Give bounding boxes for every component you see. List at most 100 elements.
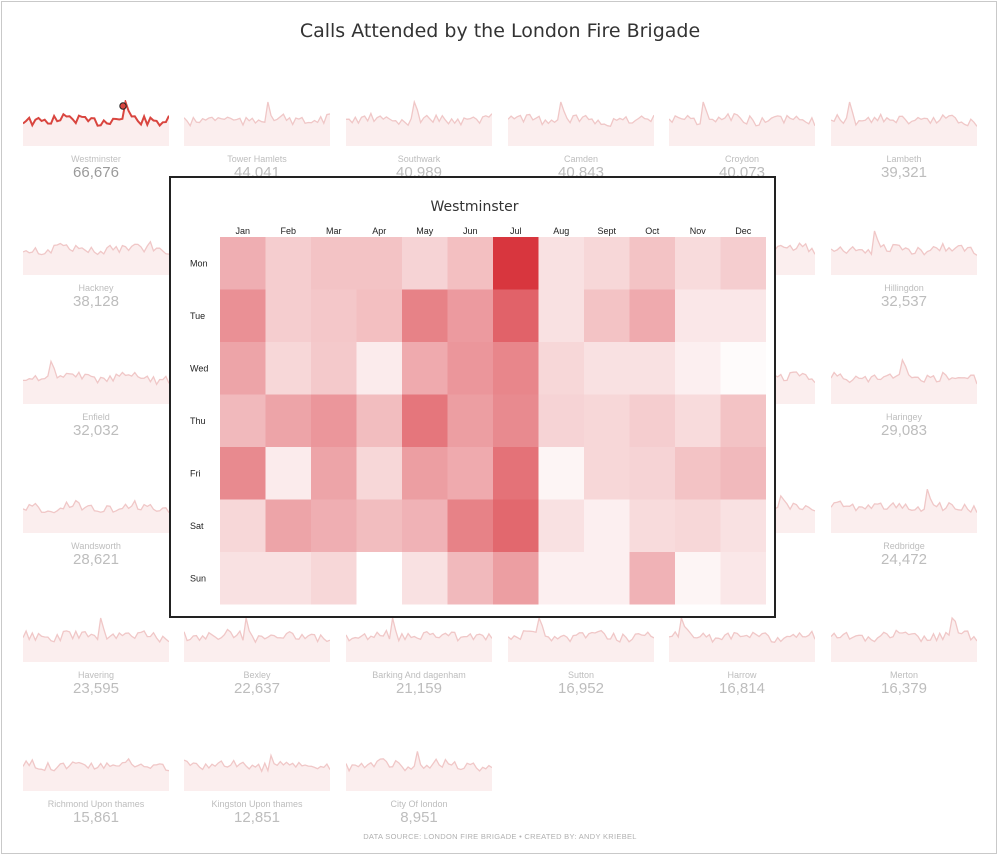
heatmap-cell — [220, 447, 266, 500]
heatmap-cell — [493, 552, 539, 605]
heatmap-column-label: Jan — [235, 226, 250, 236]
sparkline-area — [346, 751, 492, 791]
sparkline-line — [508, 616, 654, 643]
sparkline-cell[interactable]: Redbridge 24,472 — [831, 487, 977, 577]
sparkline-area — [346, 102, 492, 146]
heatmap-cell — [493, 447, 539, 500]
sparkline-area — [669, 618, 815, 662]
borough-name: Barking And dagenham — [372, 670, 466, 680]
sparkline-line — [831, 488, 977, 514]
heatmap-cell — [584, 499, 630, 552]
heatmap-cell — [584, 289, 630, 342]
sparkline-area — [346, 618, 492, 662]
sparkline-area — [184, 755, 330, 791]
heatmap-cell — [629, 552, 675, 605]
borough-name: Croydon — [724, 154, 760, 164]
sparkline-line — [831, 101, 977, 127]
heatmap-cell — [402, 447, 448, 500]
sparkline-cell[interactable]: Westminster 66,676 — [23, 100, 169, 190]
borough-name: Westminster — [71, 154, 121, 164]
heatmap-cell — [675, 499, 721, 552]
heatmap-cell — [402, 289, 448, 342]
sparkline-chart — [23, 359, 169, 404]
heatmap-cell — [493, 342, 539, 395]
heatmap-cell — [629, 499, 675, 552]
sparkline-cell[interactable]: City Of london 8,951 — [346, 745, 492, 835]
borough-total: 16,952 — [558, 680, 604, 697]
sparkline-cell[interactable]: Harrow 16,814 — [669, 616, 815, 706]
sparkline-cell[interactable]: Lambeth 39,321 — [831, 100, 977, 190]
sparkline-cell[interactable]: Havering 23,595 — [23, 616, 169, 706]
heatmap-row-label: Sun — [190, 573, 206, 583]
borough-total: 32,537 — [881, 293, 927, 310]
heatmap-cell — [675, 289, 721, 342]
heatmap-column-label: Nov — [690, 226, 707, 236]
heatmap-cell — [675, 237, 721, 290]
heatmap-row-label: Fri — [190, 468, 201, 478]
sparkline-line — [669, 101, 815, 127]
borough-total: 12,851 — [234, 809, 280, 826]
sparkline-area — [23, 241, 169, 275]
sparkline-chart — [23, 499, 169, 533]
borough-total: 24,472 — [881, 551, 927, 568]
heatmap-row-label: Thu — [190, 416, 206, 426]
sparkline-cell[interactable]: Sutton 16,952 — [508, 616, 654, 706]
sparkline-area — [184, 102, 330, 146]
sparkline-cell[interactable]: Enfield 32,032 — [23, 358, 169, 448]
heatmap-cell — [447, 552, 493, 605]
borough-total: 38,128 — [73, 293, 119, 310]
heatmap-cell — [447, 342, 493, 395]
sparkline-cell[interactable]: Merton 16,379 — [831, 616, 977, 706]
sparkline-chart — [346, 751, 492, 791]
borough-total: 15,861 — [73, 809, 119, 826]
borough-name: Sutton — [567, 670, 595, 680]
sparkline-line — [23, 617, 169, 644]
sparkline-cell[interactable]: Haringey 29,083 — [831, 358, 977, 448]
heatmap-cell — [675, 447, 721, 500]
heatmap-cell — [447, 394, 493, 447]
heatmap-cell — [356, 447, 402, 500]
heatmap-chart: Jan Feb Mar Apr May Jun Jul Aug Sept Oct Nov Dec Mon… — [190, 226, 766, 605]
borough-total: 8,951 — [400, 809, 438, 826]
sparkline-area — [831, 102, 977, 146]
heatmap-cell — [538, 552, 584, 605]
borough-name: City Of london — [390, 799, 448, 809]
borough-name: Enfield — [82, 412, 110, 422]
sparkline-line — [346, 100, 492, 127]
heatmap-cell — [220, 289, 266, 342]
heatmap-cell — [584, 394, 630, 447]
sparkline-area — [669, 102, 815, 146]
sparkline-cell[interactable]: Wandsworth 28,621 — [23, 487, 169, 577]
heatmap-column-label: Apr — [372, 226, 386, 236]
sparkline-cell[interactable]: Bexley 22,637 — [184, 616, 330, 706]
heatmap-cell — [402, 237, 448, 290]
heatmap-row-label: Wed — [190, 363, 208, 373]
heatmap-cell — [265, 342, 311, 395]
sparkline-line — [831, 616, 977, 643]
borough-total: 16,379 — [881, 680, 927, 697]
heatmap-column-label: Oct — [645, 226, 660, 236]
sparkline-line — [831, 230, 977, 256]
heatmap-tooltip: Westminster Jan Feb Mar Apr May Jun Jul Aug Sept… — [169, 176, 776, 618]
borough-name: Redbridge — [883, 541, 925, 551]
heatmap-cell — [538, 237, 584, 290]
sparkline-chart — [23, 240, 169, 275]
heatmap-column-label: Sept — [597, 226, 616, 236]
heatmap-title: Westminster — [430, 199, 519, 215]
heatmap-cell — [675, 394, 721, 447]
sparkline-cell[interactable]: Barking And dagenham 21,159 — [346, 616, 492, 706]
heatmap-cell — [311, 552, 357, 605]
footer-credit: DATA SOURCE: LONDON FIRE BRIGADE • CREAT… — [363, 832, 637, 841]
sparkline-cell[interactable]: Kingston Upon thames 12,851 — [184, 745, 330, 835]
sparkline-cell[interactable]: Richmond Upon thames 15,861 — [23, 745, 169, 835]
borough-total: 16,814 — [719, 680, 765, 697]
borough-name: Kingston Upon thames — [211, 799, 303, 809]
sparkline-cell[interactable]: Hillingdon 32,537 — [831, 229, 977, 319]
sparkline-cell[interactable]: Hackney 38,128 — [23, 229, 169, 319]
heatmap-cell — [675, 342, 721, 395]
heatmap-cell — [356, 394, 402, 447]
heatmap-cell — [402, 499, 448, 552]
heatmap-cell — [356, 289, 402, 342]
heatmap-cell — [447, 289, 493, 342]
